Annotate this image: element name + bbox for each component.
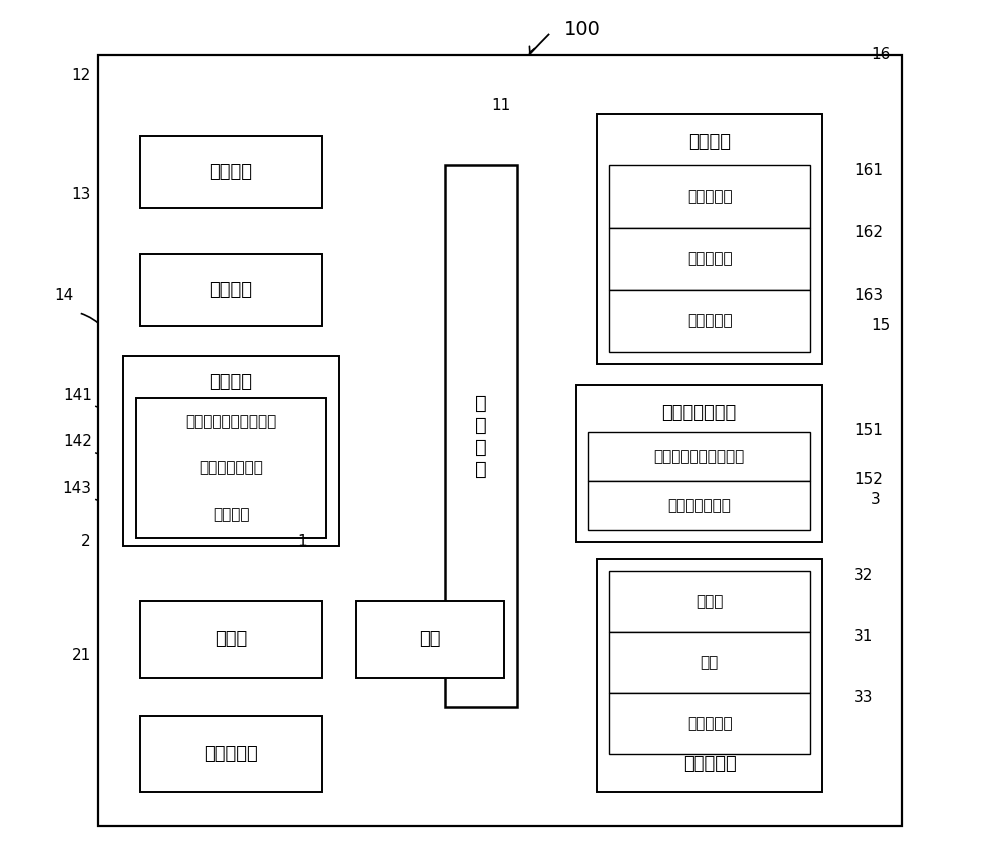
Text: 3: 3 (871, 491, 881, 507)
Text: 控
制
单
元: 控 制 单 元 (475, 394, 487, 479)
Text: 传动组件: 传动组件 (213, 507, 249, 522)
Bar (576, 385, 822, 542)
Text: 检测单元: 检测单元 (688, 133, 731, 151)
Text: 12: 12 (72, 68, 91, 83)
Text: 存储单元: 存储单元 (210, 281, 253, 299)
Bar (597, 559, 822, 792)
Bar (609, 632, 810, 693)
Text: 第三传感器: 第三传感器 (687, 313, 732, 329)
Bar (609, 228, 810, 290)
Text: 32: 32 (854, 567, 873, 583)
Text: 第一探测片: 第一探测片 (687, 716, 732, 731)
Text: 13: 13 (72, 186, 91, 202)
Text: 163: 163 (854, 287, 883, 302)
Text: 152: 152 (854, 472, 883, 487)
Text: 21: 21 (72, 648, 91, 663)
Text: 16: 16 (871, 47, 890, 62)
Text: 14: 14 (55, 288, 74, 303)
Text: 143: 143 (63, 481, 92, 496)
Text: 31: 31 (854, 628, 873, 644)
Text: 载纸台驱动电机: 载纸台驱动电机 (199, 461, 263, 475)
Text: 载纸台驱动电机驱动器: 载纸台驱动电机驱动器 (185, 414, 277, 429)
Bar (140, 136, 322, 208)
Bar (609, 693, 810, 754)
Text: 100: 100 (564, 20, 600, 39)
Bar (597, 114, 822, 364)
Bar (588, 481, 810, 530)
Text: 第一传感器: 第一传感器 (687, 189, 732, 204)
Text: 取纸辊驱动电机: 取纸辊驱动电机 (667, 498, 731, 513)
Text: 驱动单元: 驱动单元 (210, 373, 253, 390)
Text: 2: 2 (81, 534, 91, 549)
Text: 载纸台: 载纸台 (215, 630, 247, 649)
Bar (140, 716, 322, 792)
Bar (123, 356, 339, 546)
Bar (588, 432, 810, 481)
Bar (445, 165, 517, 707)
Text: 取纸辊组件: 取纸辊组件 (683, 756, 737, 773)
Text: 输入单元: 输入单元 (210, 163, 253, 180)
Text: 11: 11 (492, 97, 511, 113)
Bar (136, 398, 326, 538)
Text: 取纸辊驱动单元: 取纸辊驱动单元 (661, 404, 737, 422)
Text: 142: 142 (63, 435, 92, 449)
Text: 161: 161 (854, 163, 883, 178)
Bar (609, 571, 810, 632)
Text: 15: 15 (871, 318, 890, 333)
Text: 1: 1 (297, 534, 307, 549)
Bar (609, 165, 810, 228)
Text: 33: 33 (854, 689, 874, 705)
Text: 取纸辊: 取纸辊 (696, 594, 723, 609)
Text: 第二传感器: 第二传感器 (687, 252, 732, 266)
Bar (609, 290, 810, 352)
Bar (356, 601, 504, 678)
Text: 摆架: 摆架 (701, 655, 719, 670)
Text: 141: 141 (63, 388, 92, 402)
Text: 基架: 基架 (419, 630, 441, 649)
Bar (140, 601, 322, 678)
Bar (140, 254, 322, 326)
Text: 第二探测片: 第二探测片 (204, 745, 258, 763)
Text: 取纸辊驱动电机驱动器: 取纸辊驱动电机驱动器 (653, 449, 745, 464)
Text: 162: 162 (854, 225, 883, 241)
Text: 151: 151 (854, 423, 883, 438)
